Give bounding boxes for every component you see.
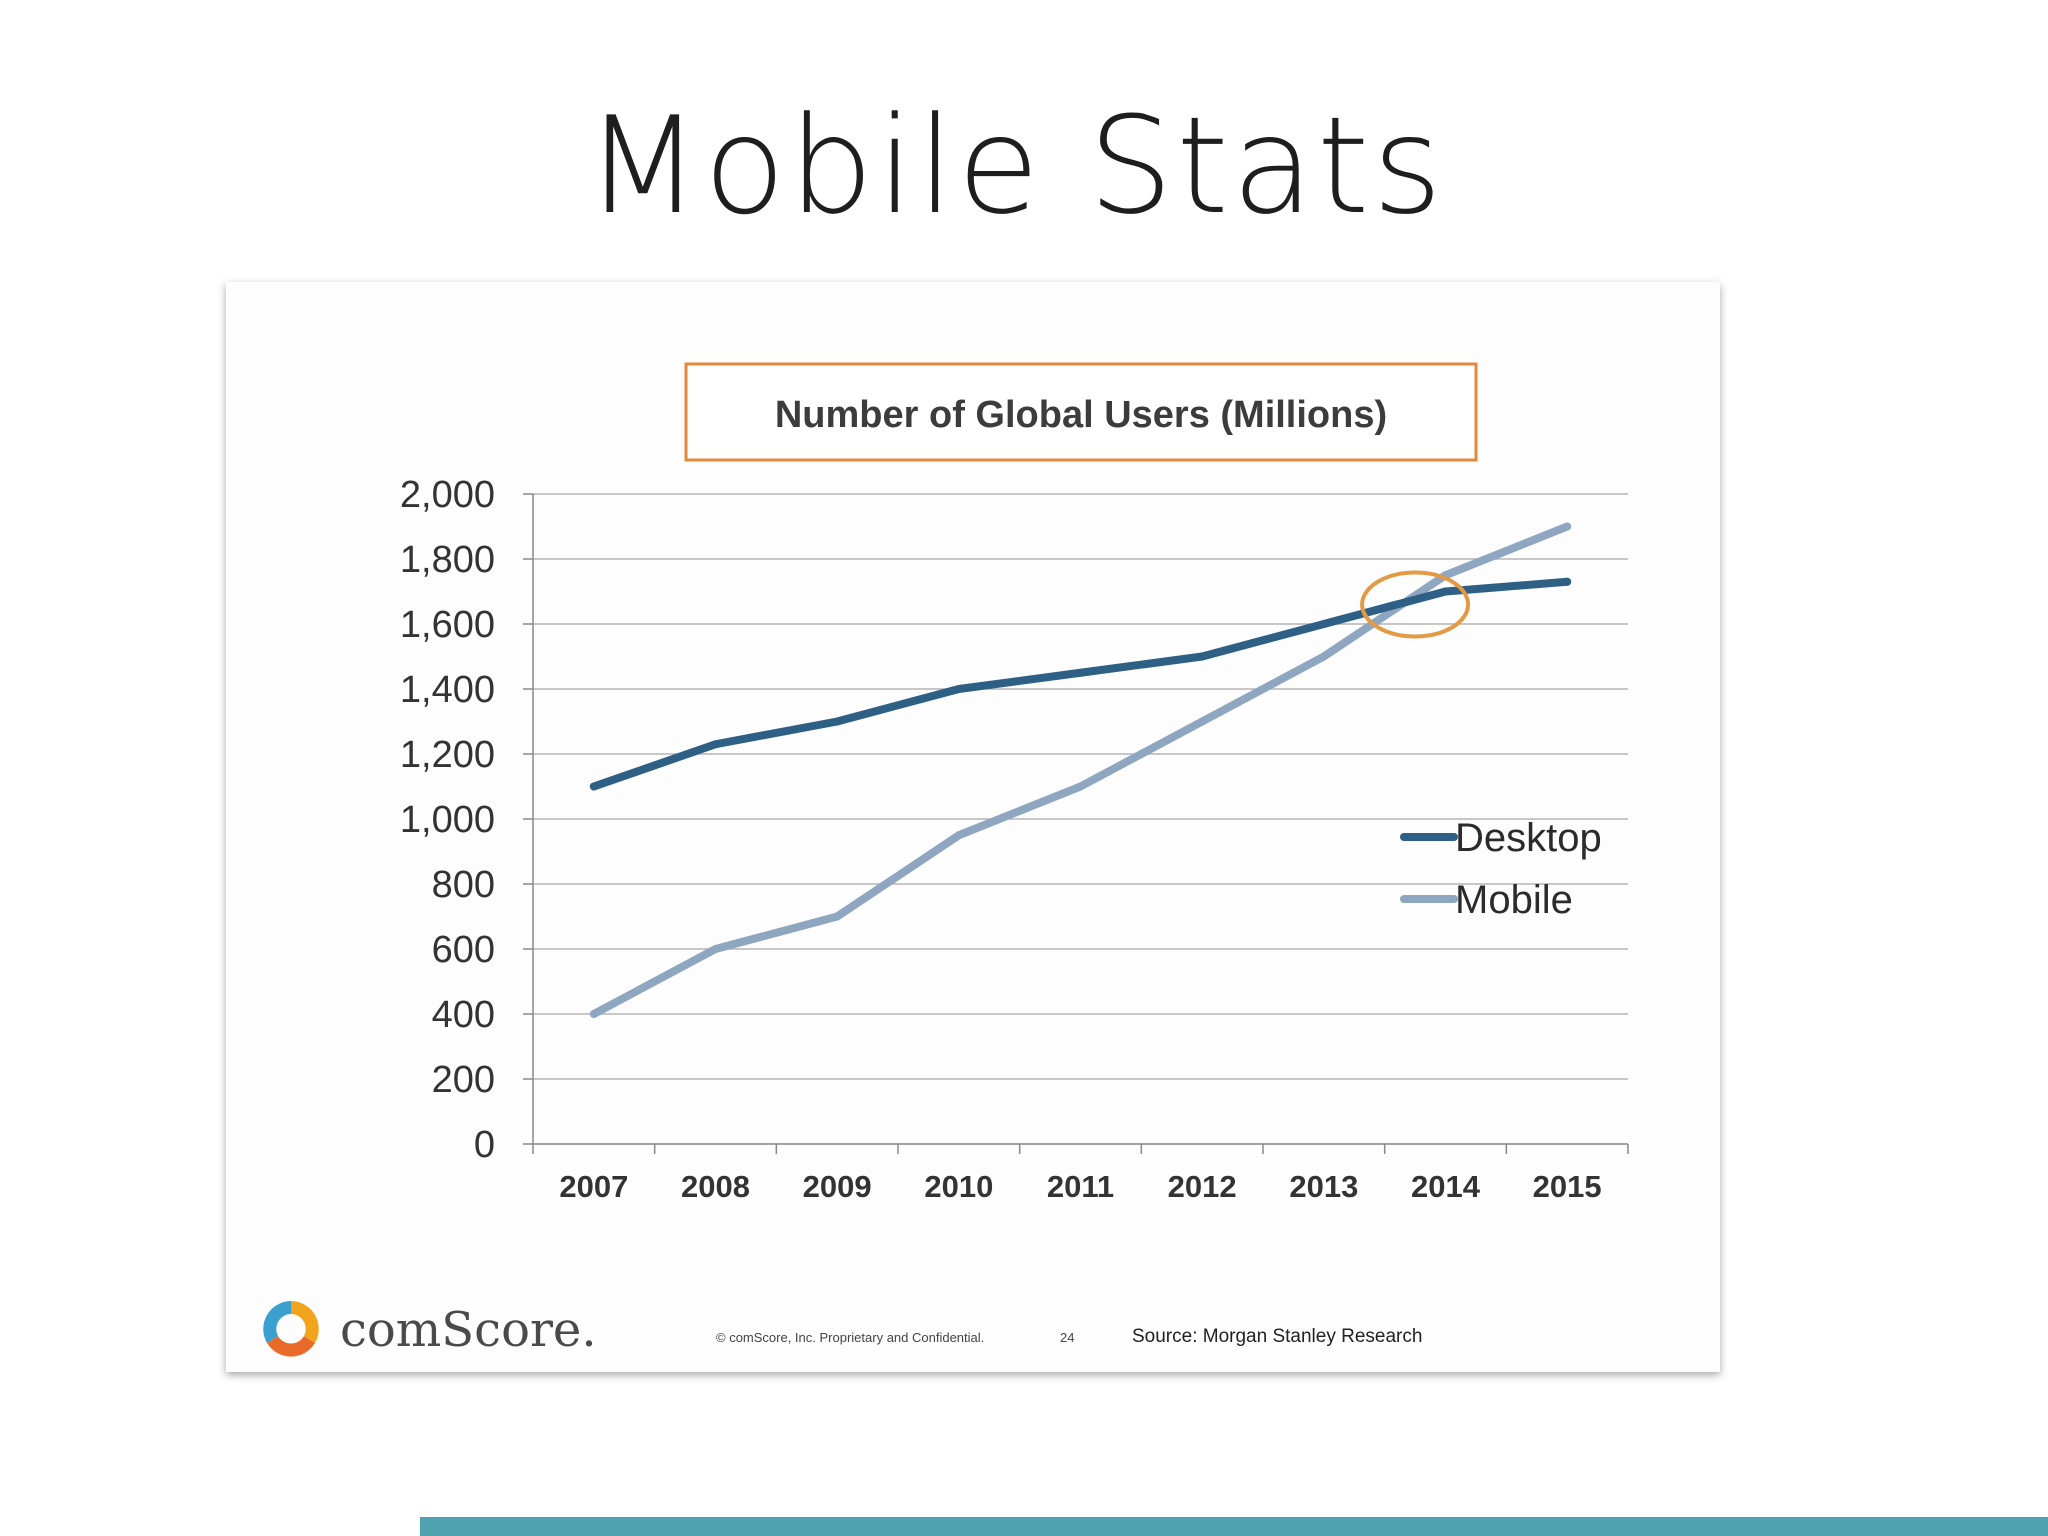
crossover-circle — [1360, 570, 1471, 639]
chart-title: Number of Global Users (Millions) — [775, 394, 1387, 436]
logo-segment-blue — [263, 1301, 291, 1343]
y-tick-label: 1,200 — [400, 734, 495, 776]
crossover-annotation — [1360, 570, 1471, 639]
y-tick-label: 1,600 — [400, 604, 495, 646]
data-point-mobile — [1319, 652, 1328, 661]
data-point-desktop — [1563, 577, 1572, 586]
x-tick-label: 2011 — [1047, 1169, 1114, 1204]
page-number: 24 — [1060, 1330, 1074, 1345]
x-tick-label: 2012 — [1168, 1169, 1237, 1204]
y-tick-label: 2,000 — [400, 474, 495, 516]
data-point-mobile — [711, 945, 720, 953]
y-axis-ticks: 0 200 400 600 800 1,000 1,200 1,400 1,600 1,800 2,… — [400, 474, 533, 1166]
logo-segment-orange — [267, 1336, 315, 1357]
data-point-desktop — [833, 717, 842, 726]
legend: Desktop Mobile — [1400, 816, 1602, 922]
grid-lines — [533, 493, 1628, 1080]
series-line-desktop — [589, 577, 1572, 791]
chart-title-box: Number of Global Users (Millions) — [684, 362, 1478, 462]
y-tick-label: 400 — [432, 994, 495, 1036]
data-point-desktop — [1319, 620, 1328, 628]
data-point-mobile — [833, 912, 842, 921]
data-point-mobile — [1076, 782, 1085, 791]
x-tick-label: 2010 — [924, 1169, 993, 1204]
logo-text: comScore. — [340, 1302, 597, 1358]
y-tick-label: 0 — [474, 1124, 495, 1166]
chart-title-border — [684, 362, 1478, 462]
accent-bar — [420, 1517, 2048, 1536]
data-point-mobile — [954, 831, 963, 840]
source-text: Source: Morgan Stanley Research — [1132, 1326, 1422, 1347]
y-tick-label: 800 — [432, 864, 495, 906]
comscore-logo — [263, 1301, 319, 1357]
line-chart: Number of Global Users (Millions) 0 200 40… — [263, 362, 1629, 1358]
data-point-desktop — [1198, 652, 1207, 661]
series-lines — [589, 522, 1572, 1018]
data-point-desktop — [1076, 668, 1085, 677]
legend-label-mobile: Mobile — [1455, 878, 1573, 922]
slide-title: Mobile Stats — [585, 88, 1446, 244]
data-point-mobile — [589, 1010, 598, 1018]
data-point-mobile — [1563, 522, 1572, 531]
y-tick-label: 200 — [432, 1059, 495, 1101]
data-point-desktop — [1441, 587, 1450, 596]
data-point-mobile — [1198, 717, 1207, 726]
y-tick-label: 1,800 — [400, 539, 495, 581]
x-tick-label: 2015 — [1533, 1169, 1602, 1204]
y-tick-label: 600 — [432, 929, 495, 971]
copyright-text: © comScore, Inc. Proprietary and Confide… — [716, 1330, 984, 1345]
x-axis-ticks: 2007 2008 2009 2010 2011 2012 2013 2014 2015 — [532, 1144, 1629, 1204]
x-tick-label: 2007 — [559, 1169, 628, 1204]
x-tick-label: 2008 — [681, 1169, 750, 1204]
data-point-desktop — [589, 782, 598, 791]
x-tick-label: 2013 — [1289, 1169, 1358, 1204]
legend-label-desktop: Desktop — [1455, 816, 1602, 860]
x-tick-label: 2009 — [803, 1169, 872, 1204]
chart-figure: Number of Global Users (Millions) 0 200 40… — [226, 282, 1720, 1372]
logo-segment-yellow — [291, 1301, 319, 1343]
y-tick-label: 1,400 — [400, 669, 495, 711]
y-tick-label: 1,000 — [400, 799, 495, 841]
data-point-desktop — [954, 685, 963, 693]
data-point-desktop — [711, 740, 720, 749]
x-tick-label: 2014 — [1411, 1169, 1481, 1204]
